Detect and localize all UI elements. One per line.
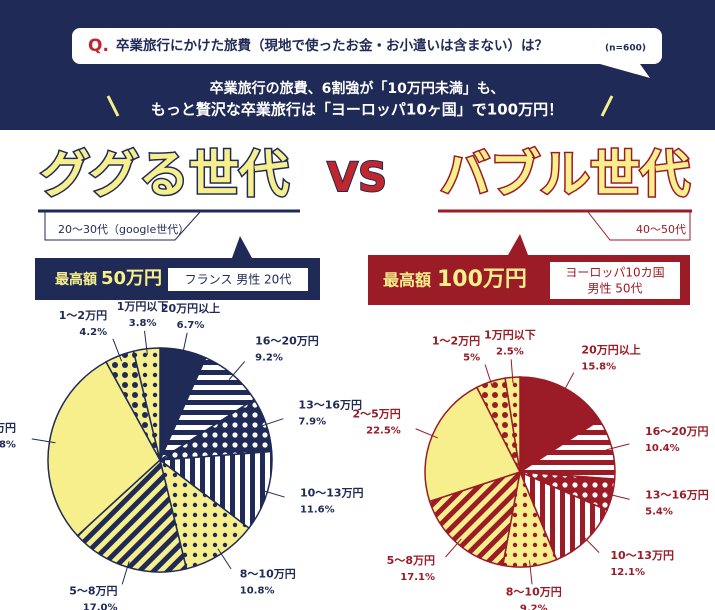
value-label: 2.5% — [496, 346, 524, 357]
value-label: 15.8% — [581, 362, 616, 373]
value-label: 28.8% — [0, 439, 16, 450]
age-bracket — [44, 211, 201, 241]
leader-line — [260, 418, 284, 427]
q-mark: Q. — [88, 36, 109, 56]
leader-line — [217, 548, 232, 570]
max-label: 最高額 — [383, 271, 431, 290]
leader-line — [606, 443, 630, 451]
leader-line — [121, 561, 130, 585]
leader-line — [581, 535, 600, 554]
right-age: 40～50代 — [636, 223, 686, 236]
detail: ヨーロッパ10カ国 — [565, 266, 664, 280]
slice-label: 8～10万円 — [240, 567, 296, 580]
value-label: 7.9% — [298, 417, 326, 428]
leader-line — [31, 438, 56, 444]
question-box — [72, 28, 662, 64]
max-label: 最高額 — [55, 271, 97, 288]
vs-label: VS — [327, 155, 387, 201]
leader-line — [261, 489, 285, 498]
question: 卒業旅行にかけた旅費（現地で使ったお金・お小遣いは含まない）は？ — [116, 37, 548, 54]
slice-label: 2～5万円 — [0, 421, 16, 434]
slice-label: 5～8万円 — [387, 554, 435, 567]
max-amount: 100万円 — [437, 267, 527, 292]
slice-label: 20万円以上 — [161, 301, 220, 315]
slice-label: 13～16万円 — [645, 488, 709, 501]
slice-label: 2～5万円 — [353, 408, 401, 421]
value-label: 4.2% — [79, 327, 107, 338]
value-label: 17.0% — [83, 603, 118, 610]
leader-line — [606, 493, 630, 500]
slice-label: 5～8万円 — [69, 585, 117, 598]
leader-line — [528, 560, 533, 585]
value-label: 10.8% — [240, 585, 275, 596]
value-label: 9.2% — [520, 603, 548, 610]
detail: 男性 50代 — [587, 282, 642, 296]
value-label: 5.4% — [645, 506, 673, 517]
slice-label: 16～20万円 — [645, 425, 709, 438]
value-label: 12.1% — [610, 567, 645, 578]
sample-size: (n=600) — [605, 44, 646, 54]
value-label: 11.6% — [300, 505, 335, 516]
value-label: 6.7% — [177, 320, 205, 331]
leader-line — [510, 359, 514, 384]
max-amount: 50万円 — [101, 268, 162, 289]
box-tail — [232, 236, 252, 258]
leader-line — [228, 361, 246, 380]
slice-label: 20万円以上 — [581, 343, 640, 357]
leader-line — [484, 364, 493, 388]
header-band — [0, 0, 715, 130]
detail: フランス 男性 20代 — [185, 273, 292, 287]
value-label: 10.4% — [645, 443, 680, 454]
headline: 卒業旅行の旅費、6割強が「10万円未満」も、 — [210, 80, 505, 97]
box-tail — [508, 234, 528, 255]
leader-line — [181, 332, 188, 357]
left-generation: ググる世代 — [40, 146, 289, 204]
value-label: 22.5% — [366, 426, 401, 437]
detail-box — [550, 262, 680, 299]
headline: もっと贅沢な卒業旅行は「ヨーロッパ10ヶ国」で100万円！ — [151, 101, 563, 119]
slice-label: 8～10万円 — [506, 585, 562, 598]
leader-line — [415, 428, 438, 439]
slice-label: 13～16万円 — [298, 399, 362, 412]
value-label: 3.8% — [129, 318, 157, 329]
headline-accent — [600, 95, 614, 117]
right-generation: バブル世代 — [440, 146, 690, 204]
age-bracket — [587, 211, 691, 241]
slice-label: 16～20万円 — [255, 334, 319, 347]
left-age: 20～30代（google世代） — [58, 223, 189, 236]
value-label: 5% — [463, 352, 480, 363]
value-label: 17.1% — [400, 572, 435, 583]
slice-label: 10～13万円 — [610, 549, 674, 562]
leader-line — [144, 330, 148, 355]
slice-label: 1万円以下 — [117, 300, 169, 313]
slice-label: 1～2万円 — [432, 334, 480, 347]
leader-line — [112, 338, 123, 362]
slice-label: 10～13万円 — [300, 487, 364, 500]
slice-label: 1～2万円 — [59, 309, 107, 322]
value-label: 9.2% — [255, 352, 283, 363]
headline-accent — [106, 95, 120, 117]
detail-box — [168, 268, 308, 291]
leader-line — [445, 538, 462, 558]
slice-label: 1万円以下 — [484, 328, 536, 341]
question-tail — [600, 64, 650, 78]
leader-line — [561, 372, 575, 394]
